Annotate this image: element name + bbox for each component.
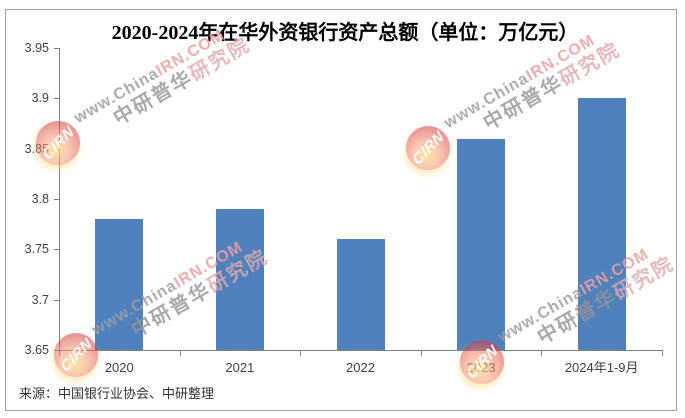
chart-frame bbox=[5, 9, 677, 411]
y-axis-label: 3.95 bbox=[24, 41, 49, 55]
x-axis-tick bbox=[59, 351, 60, 356]
y-axis-label: 3.75 bbox=[24, 242, 49, 257]
y-axis-label: 3.7 bbox=[31, 292, 49, 307]
y-axis-tick bbox=[54, 199, 59, 200]
bar-2022 bbox=[336, 239, 385, 350]
x-axis-label: 2020 bbox=[104, 360, 134, 375]
y-axis-label: 3.8 bbox=[31, 192, 49, 206]
chart-title: 2020-2024年在华外资银行资产总额（单位：万亿元） bbox=[111, 22, 579, 44]
x-axis-tick bbox=[420, 351, 422, 356]
y-axis-line bbox=[59, 48, 60, 350]
x-axis-tick bbox=[541, 351, 543, 356]
bar-2024年1-9月 bbox=[577, 98, 626, 350]
y-axis-tick bbox=[54, 98, 59, 100]
y-axis-tick bbox=[54, 148, 59, 150]
y-axis-tick bbox=[54, 48, 59, 49]
y-axis-label: 3.85 bbox=[24, 141, 49, 156]
x-axis-tick bbox=[300, 351, 302, 356]
x-axis-label: 2023 bbox=[466, 360, 496, 375]
x-axis-label: 2022 bbox=[346, 360, 375, 375]
x-axis-tick bbox=[179, 351, 181, 356]
y-axis-label: 3.9 bbox=[31, 91, 49, 106]
y-axis-tick bbox=[54, 249, 59, 251]
x-axis-tick bbox=[662, 351, 663, 356]
bar-2021 bbox=[215, 209, 264, 350]
y-axis-label: 3.65 bbox=[24, 343, 49, 357]
bar-2020 bbox=[95, 219, 144, 350]
x-axis-line bbox=[59, 350, 663, 351]
x-axis-label: 2024年1-9月 bbox=[564, 360, 639, 375]
source-note: 来源：中国银行业协会、中研整理 bbox=[19, 386, 215, 401]
x-axis-label: 2021 bbox=[225, 360, 255, 375]
y-axis-tick bbox=[54, 299, 59, 301]
bar-2023 bbox=[457, 138, 506, 350]
